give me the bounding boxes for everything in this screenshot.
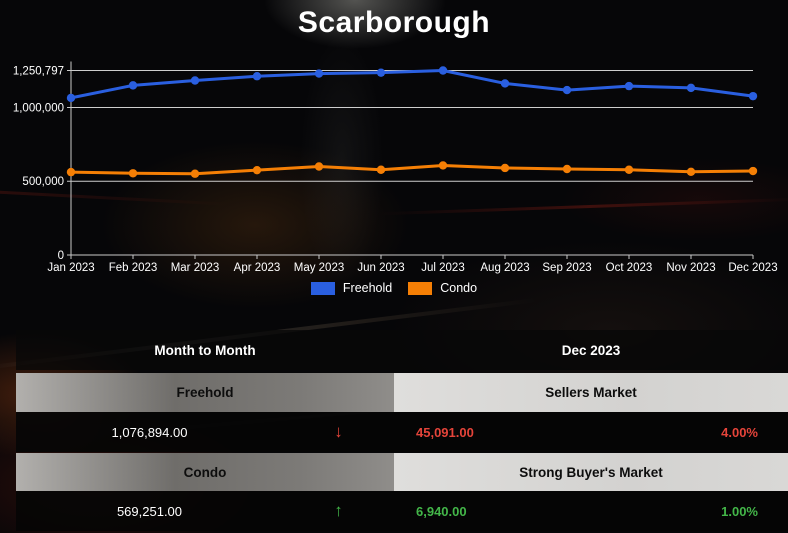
condo-change-value: 6,940.00 (416, 503, 467, 519)
freehold-change-percent: 4.00% (721, 424, 758, 440)
freehold-point (438, 66, 448, 75)
legend-item-condo[interactable]: Condo (408, 281, 477, 295)
y-tick-label: 1,000,000 (13, 102, 64, 114)
condo-point (624, 165, 634, 174)
condo-point (314, 162, 324, 171)
freehold-change-value: 45,091.00 (416, 424, 474, 440)
legend-item-freehold[interactable]: Freehold (310, 281, 393, 295)
legend-label-condo: Condo (440, 281, 478, 295)
freehold-trend-down-icon: ↓ (334, 422, 343, 441)
condo-market-status: Strong Buyer's Market (394, 453, 788, 491)
market-summary-table: Month to Month Dec 2023 Freehold Sellers… (16, 330, 788, 531)
condo-label-row: Condo Strong Buyer's Market (16, 453, 788, 491)
condo-point (438, 161, 448, 170)
x-tick-label: Sep 2023 (542, 262, 591, 274)
x-tick-label: May 2023 (294, 262, 345, 274)
x-tick-label: Jul 2023 (421, 262, 464, 274)
x-tick-label: Jan 2023 (47, 262, 94, 274)
condo-point (376, 165, 386, 174)
condo-current-value: 569,251.00 (116, 503, 183, 519)
freehold-swatch-icon (310, 281, 335, 295)
freehold-point (66, 93, 76, 103)
x-tick-label: Dec 2023 (728, 262, 777, 274)
condo-swatch-icon (408, 281, 433, 295)
x-tick-label: Aug 2023 (480, 262, 529, 274)
x-tick-label: Apr 2023 (234, 262, 281, 274)
header-month-to-month: Month to Month (154, 342, 256, 358)
y-tick-label: 0 (58, 250, 64, 262)
condo-point (686, 167, 696, 177)
header-current-month: Dec 2023 (561, 342, 621, 358)
condo-point (252, 165, 262, 175)
freehold-label: Freehold (16, 373, 394, 412)
condo-line (70, 163, 754, 176)
freehold-point (748, 91, 758, 101)
x-tick-label: Feb 2023 (109, 262, 158, 274)
condo-trend-up-icon: ↑ (334, 501, 343, 520)
table-header-row: Month to Month Dec 2023 (16, 330, 788, 370)
freehold-point (128, 81, 138, 90)
x-tick-label: Oct 2023 (606, 262, 653, 274)
condo-point (190, 169, 200, 178)
condo-point (500, 163, 510, 173)
freehold-value-row: 1,076,894.00 ↓ 45,091.00 4.00% (16, 412, 788, 452)
freehold-point (314, 69, 324, 78)
x-tick-label: Mar 2023 (171, 262, 220, 274)
freehold-current-value: 1,076,894.00 (111, 424, 188, 440)
y-tick-label: 1,250,797 (13, 66, 64, 78)
condo-point (128, 169, 138, 178)
freehold-line (70, 69, 754, 100)
freehold-point (500, 79, 510, 88)
condo-change-percent: 1.00% (721, 503, 758, 519)
freehold-point (376, 68, 386, 77)
chart-legend: Freehold Condo (0, 281, 788, 295)
x-tick-label: Jun 2023 (357, 262, 404, 274)
legend-label-freehold: Freehold (342, 281, 393, 295)
condo-point (562, 164, 572, 174)
condo-point (748, 166, 758, 176)
freehold-label-row: Freehold Sellers Market (16, 373, 788, 412)
y-tick-label: 500,000 (22, 176, 64, 188)
x-tick-label: Nov 2023 (666, 262, 715, 274)
condo-value-row: 569,251.00 ↑ 6,940.00 1.00% (16, 491, 788, 531)
page-title: Scarborough (297, 6, 491, 39)
freehold-market-status: Sellers Market (394, 373, 788, 412)
freehold-point (686, 83, 696, 93)
freehold-point (624, 81, 634, 91)
freehold-point (252, 72, 262, 81)
freehold-point (190, 76, 200, 85)
condo-label: Condo (16, 453, 394, 491)
freehold-point (562, 85, 572, 95)
condo-point (66, 167, 76, 177)
